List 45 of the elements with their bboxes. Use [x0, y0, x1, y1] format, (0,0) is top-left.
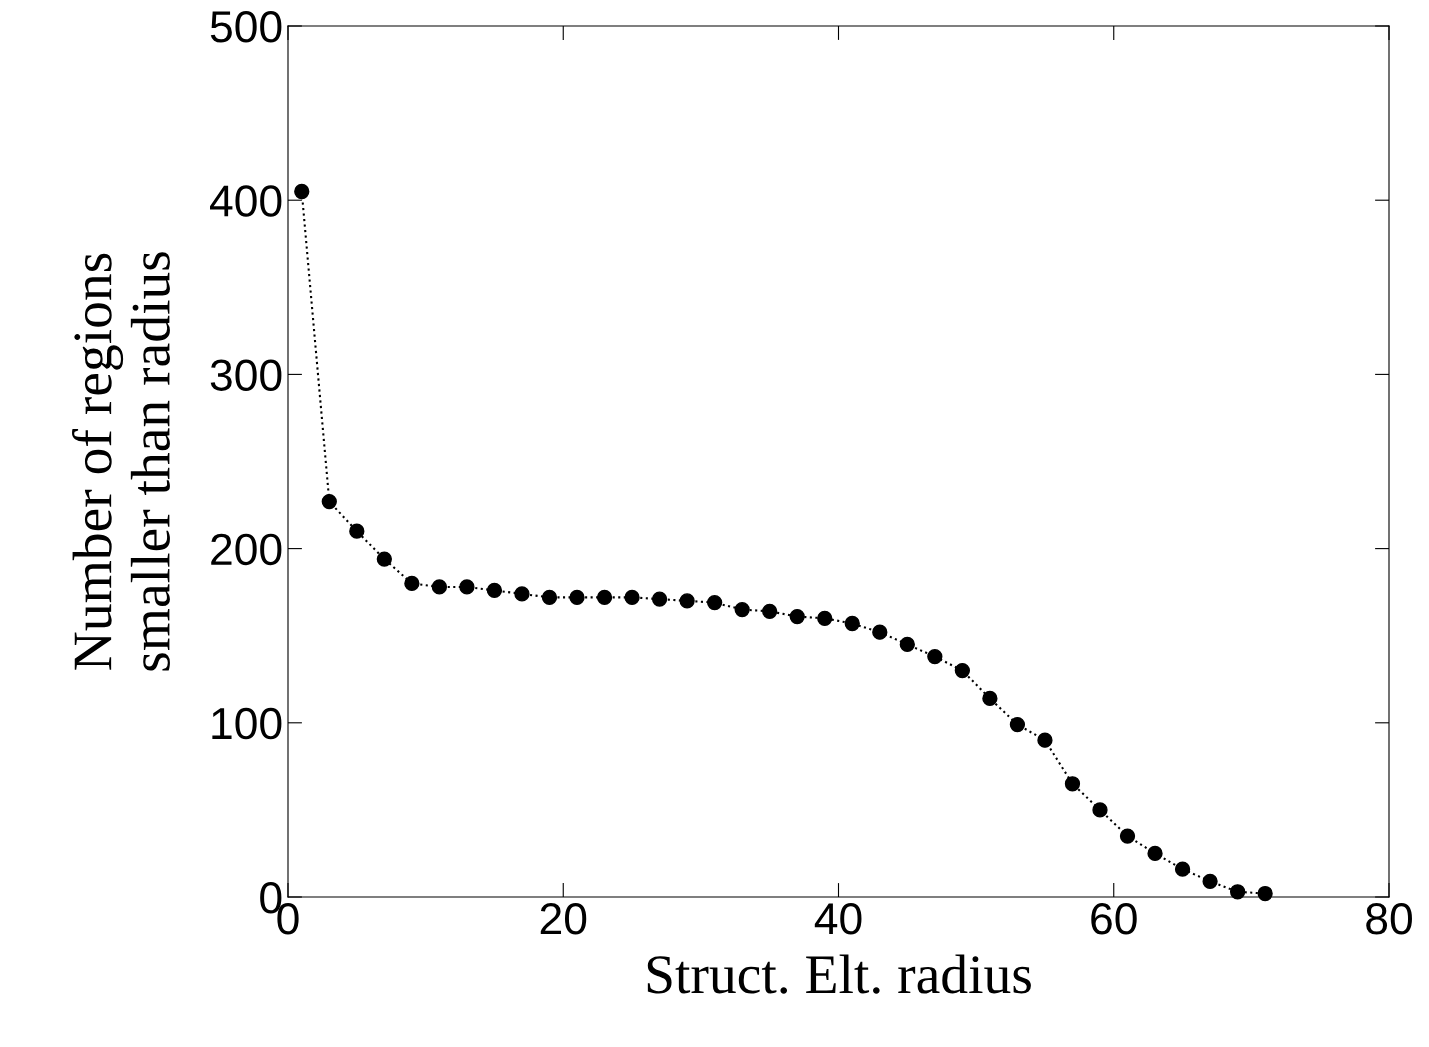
point — [404, 575, 420, 592]
x-tick-label: 40 — [814, 903, 862, 935]
point — [1119, 828, 1136, 844]
point — [899, 636, 915, 653]
point — [514, 586, 530, 602]
point — [651, 591, 668, 607]
point — [1202, 873, 1218, 889]
point — [954, 662, 971, 679]
x-tick-label: 60 — [1091, 903, 1137, 935]
point — [1174, 861, 1191, 877]
point — [706, 594, 723, 611]
point — [844, 615, 860, 632]
point — [762, 603, 778, 619]
point — [1037, 732, 1053, 748]
point — [541, 589, 558, 606]
x-tick-label: 20 — [540, 903, 587, 935]
point — [624, 589, 640, 606]
point — [872, 624, 888, 640]
point — [459, 579, 475, 595]
point — [817, 610, 833, 626]
point — [596, 589, 613, 606]
point — [982, 690, 998, 707]
point — [431, 579, 448, 595]
x-tick-label: 80 — [1366, 903, 1412, 935]
point — [1147, 845, 1163, 862]
y-tick-label: 400 — [210, 185, 282, 217]
point — [569, 589, 585, 606]
point — [679, 593, 695, 609]
y-tick-label: 300 — [210, 359, 282, 391]
point — [294, 183, 310, 200]
y-tick-label: 500 — [210, 11, 282, 43]
point — [734, 601, 750, 618]
y-tick-label: 200 — [211, 533, 282, 566]
y-axis-title: Number of regions smaller than radius — [72, 252, 170, 671]
x-axis-title: Struct. Elt. radius — [647, 954, 1031, 994]
point — [1009, 716, 1026, 733]
point — [927, 648, 943, 665]
point — [349, 523, 365, 539]
point — [789, 608, 805, 625]
point — [1092, 802, 1108, 818]
point — [321, 493, 337, 510]
point — [376, 551, 392, 567]
y-tick-label: 100 — [212, 707, 282, 740]
point — [486, 582, 503, 599]
point — [1064, 776, 1081, 792]
